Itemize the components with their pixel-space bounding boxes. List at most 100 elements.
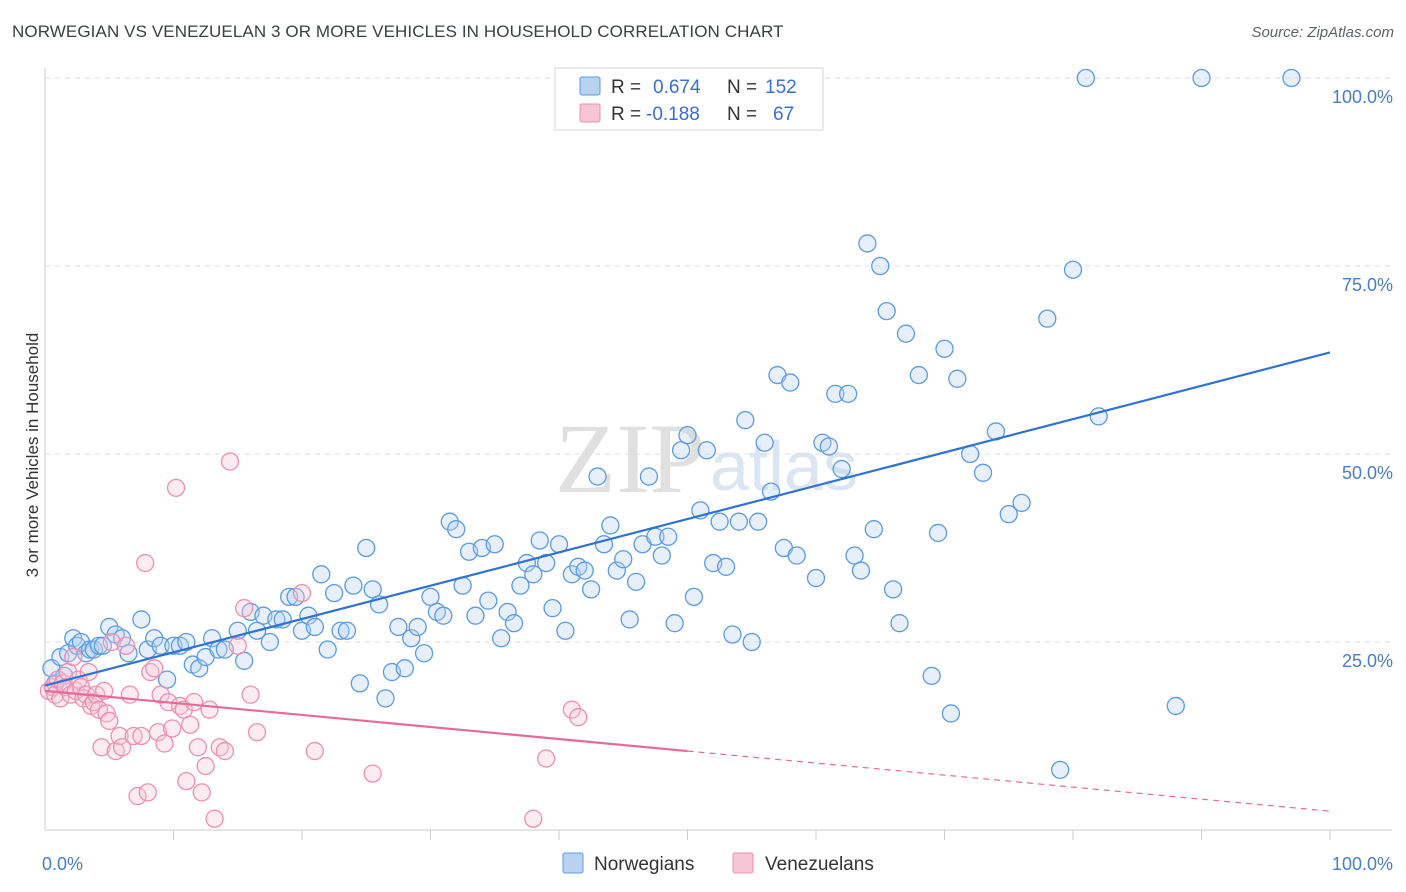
norwegian-point: [588, 467, 607, 486]
venezuelan-point: [116, 636, 136, 655]
norwegian-point: [575, 561, 594, 580]
norwegian-point: [710, 512, 729, 531]
venezuelan-point: [110, 726, 129, 746]
venezuelan-point: [305, 741, 325, 761]
norwegian-point: [890, 614, 909, 633]
venezuelan-point: [188, 738, 208, 757]
legend-swatch-venezuelans: [579, 103, 601, 123]
norwegian-point: [485, 535, 504, 554]
venezuelan-point: [132, 726, 151, 746]
norwegian-point: [492, 629, 511, 648]
legend-r-value-1: 0.674: [653, 77, 701, 98]
norwegian-point: [376, 689, 395, 708]
norwegian-point: [652, 546, 671, 565]
norwegian-point: [678, 426, 697, 445]
norwegian-point: [389, 617, 408, 637]
norwegian-point: [305, 617, 325, 637]
legend: R = 0.674 N = 152 R = -0.188 N = 67: [554, 67, 824, 131]
venezuelan-point: [247, 723, 267, 742]
norwegian-point: [447, 520, 466, 539]
y-tick-label: 75.0%: [1342, 275, 1393, 295]
legend-swatch-norwegians: [579, 76, 601, 96]
venezuelans-trend-extension: [687, 750, 1331, 812]
norwegian-point: [941, 704, 961, 723]
x-tick-label-min: 0.0%: [42, 854, 83, 874]
norwegian-point: [749, 512, 768, 531]
norwegian-point: [819, 437, 838, 456]
norwegian-point: [601, 516, 620, 535]
norwegian-point: [260, 632, 280, 652]
y-tick-labels: 25.0% 50.0% 75.0% 100.0%: [1332, 87, 1393, 671]
venezuelan-point: [241, 685, 260, 704]
norwegian-point: [504, 614, 524, 633]
venezuelan-point: [138, 783, 157, 802]
norwegian-point: [620, 610, 639, 629]
norwegian-point: [479, 591, 498, 610]
norwegian-point: [973, 463, 993, 482]
norwegian-point: [838, 384, 858, 403]
venezuelan-point: [205, 809, 224, 828]
x-tick-labels: 0.0% 100.0%: [42, 854, 1393, 874]
norwegian-point: [1282, 68, 1301, 88]
norwegian-point: [935, 339, 954, 358]
norwegian-point: [556, 621, 575, 640]
norwegian-point: [858, 234, 877, 253]
norwegian-point: [337, 621, 357, 640]
norwegian-point: [851, 561, 871, 580]
norwegian-point: [350, 674, 369, 693]
norwegian-point: [928, 523, 948, 543]
norwegian-point: [716, 557, 736, 576]
norwegian-point: [864, 520, 883, 539]
norwegian-point: [871, 256, 890, 276]
chart-title: NORWEGIAN VS VENEZUELAN 3 OR MORE VEHICL…: [12, 22, 784, 41]
norwegian-point: [151, 636, 170, 655]
norwegian-point: [999, 505, 1018, 524]
y-tick-label: 100.0%: [1332, 87, 1393, 107]
norwegian-point: [543, 599, 562, 618]
venezuelan-point: [292, 583, 312, 603]
norwegian-point: [659, 527, 678, 546]
norwegian-point: [781, 373, 800, 392]
legend-r-value-2: -0.188: [646, 104, 700, 125]
venezuelan-point: [235, 599, 254, 618]
axes: [44, 68, 1392, 831]
norwegian-point: [190, 659, 209, 678]
norwegian-point: [331, 621, 350, 640]
norwegian-point: [806, 568, 826, 588]
norwegian-point: [729, 512, 749, 531]
venezuelan-point: [174, 700, 193, 719]
norwegian-point: [832, 459, 851, 479]
venezuelan-point: [215, 741, 235, 761]
source-label: Source: ZipAtlas.com: [1251, 24, 1394, 41]
norwegian-point: [639, 467, 659, 486]
venezuelan-point: [128, 787, 147, 806]
norwegian-point: [787, 546, 806, 565]
norwegian-point: [755, 433, 774, 452]
norwegian-point: [93, 636, 112, 655]
venezuelan-point: [102, 632, 121, 652]
legend-n-value-2: 67: [773, 104, 794, 125]
venezuelans-points: [39, 452, 588, 828]
venezuelan-point: [64, 647, 83, 667]
venezuelan-point: [51, 689, 70, 708]
y-tick-label: 25.0%: [1342, 651, 1393, 671]
venezuelan-point: [148, 723, 168, 742]
norwegian-point: [235, 651, 254, 670]
norwegian-point: [742, 632, 761, 652]
norwegian-point: [909, 365, 928, 385]
bottom-legend-venezuelans: Venezuelans: [765, 854, 874, 875]
norwegian-point: [414, 644, 434, 663]
norwegian-point: [357, 538, 376, 558]
norwegians-trend-line: [44, 351, 1331, 687]
venezuelan-point: [228, 636, 247, 655]
bottom-legend: Norwegians Venezuelans: [562, 852, 874, 875]
bottom-legend-norwegians: Norwegians: [594, 854, 694, 875]
venezuelan-point: [136, 553, 155, 573]
norwegian-point: [530, 531, 549, 550]
norwegian-point: [1012, 493, 1031, 513]
norwegian-point: [324, 583, 344, 603]
norwegian-point: [524, 565, 543, 584]
norwegian-point: [684, 587, 704, 607]
norwegian-point: [511, 576, 530, 595]
norwegian-point: [581, 580, 601, 599]
